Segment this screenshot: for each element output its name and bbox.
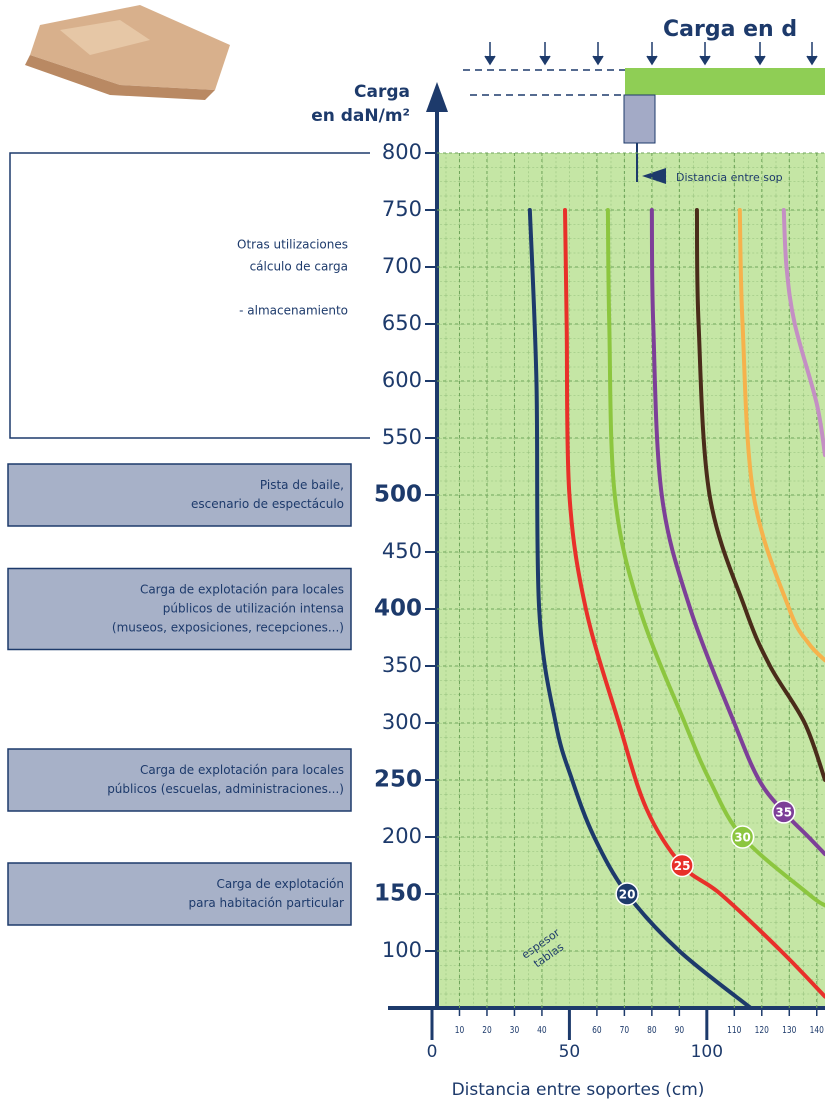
annotation-text: - almacenamiento bbox=[239, 304, 348, 318]
annotation-text: para habitación particular bbox=[188, 896, 344, 910]
annotation-box bbox=[7, 748, 352, 812]
y-tick-label: 150 bbox=[374, 881, 422, 907]
y-tick-label: 400 bbox=[374, 596, 422, 622]
y-tick-label: 700 bbox=[382, 254, 422, 278]
x-tick-label: 110 bbox=[727, 1025, 742, 1036]
chart-title: Carga en d bbox=[663, 17, 797, 42]
curve-labels: 20 25 30 35 bbox=[615, 800, 796, 906]
annotation: Pista de baile, escenario de espectáculo bbox=[7, 463, 352, 527]
y-tick-label: 500 bbox=[374, 482, 422, 508]
annotation-text: públicos (escuelas, administraciones...) bbox=[107, 782, 344, 796]
y-axis-arrow bbox=[426, 82, 448, 112]
annotation-frame bbox=[9, 152, 370, 439]
annotation-box bbox=[7, 567, 352, 651]
y-tick-label: 450 bbox=[382, 539, 422, 563]
y-tick-label: 300 bbox=[382, 710, 422, 734]
curve bbox=[527, 208, 753, 1008]
y-tick-label: 100 bbox=[382, 938, 422, 962]
annotation-text: (museos, exposiciones, recepciones...) bbox=[112, 621, 344, 635]
annotation-text: cálculo de carga bbox=[250, 260, 348, 274]
annotation-box bbox=[7, 463, 352, 527]
y-tick-label: 800 bbox=[382, 140, 422, 164]
x-tick-label: 140 bbox=[810, 1025, 825, 1036]
y-tick-label: 650 bbox=[382, 311, 422, 335]
x-tick-label: 30 bbox=[510, 1025, 520, 1036]
annotation: Carga de explotación para locales público… bbox=[7, 567, 352, 651]
x-tick-label: 90 bbox=[675, 1025, 685, 1036]
x-tick-label: 60 bbox=[592, 1025, 602, 1036]
curve-label: 25 bbox=[674, 859, 691, 873]
x-tick-label: 100 bbox=[691, 1042, 723, 1062]
curve-label-badge bbox=[772, 800, 796, 824]
y-axis-label: en daN/m² bbox=[311, 106, 410, 126]
curve bbox=[737, 208, 825, 663]
annotation: Otras utilizaciones cálculo de carga - alm… bbox=[9, 152, 370, 439]
curve bbox=[563, 208, 825, 999]
plot bbox=[527, 208, 825, 1008]
x-tick-label: 80 bbox=[647, 1025, 657, 1036]
curve bbox=[649, 208, 825, 857]
load-diagram: Carga en d Distancia entre sop bbox=[463, 17, 825, 184]
y-tick-label: 600 bbox=[382, 368, 422, 392]
curve bbox=[781, 208, 825, 458]
x-tick-label: 50 bbox=[559, 1042, 581, 1062]
x-tick-label: 20 bbox=[482, 1025, 492, 1036]
x-tick-label: 40 bbox=[537, 1025, 547, 1036]
curve bbox=[694, 208, 825, 782]
y-tick-label: 200 bbox=[382, 824, 422, 848]
x-tick-label: 10 bbox=[455, 1025, 465, 1036]
annotation-text: Carga de explotación bbox=[216, 877, 344, 891]
annotation-text: escenario de espectáculo bbox=[191, 497, 344, 511]
annotation-box bbox=[7, 862, 352, 926]
curve-label: 30 bbox=[734, 831, 751, 845]
curve-label-badge bbox=[730, 825, 755, 849]
curve-label-badge bbox=[670, 853, 694, 878]
annotation-text: Pista de baile, bbox=[260, 478, 344, 492]
annotation: Carga de explotación para locales público… bbox=[7, 748, 352, 812]
curve bbox=[605, 208, 825, 908]
x-tick-label: 130 bbox=[782, 1025, 797, 1036]
annotation-text: Otras utilizaciones bbox=[237, 238, 348, 252]
curve-label-badge bbox=[615, 882, 639, 906]
wood-photo bbox=[25, 5, 230, 100]
diagram-note: Distancia entre sop bbox=[676, 171, 783, 184]
x-tick-label: 0 bbox=[427, 1042, 438, 1062]
annotation-text: públicos de utilización intensa bbox=[163, 602, 344, 616]
annotation-text: Carga de explotación para locales bbox=[140, 763, 344, 777]
x-tick-label: 70 bbox=[620, 1025, 630, 1036]
y-axis-label: Carga bbox=[354, 82, 410, 102]
x-tick-label: 120 bbox=[755, 1025, 770, 1036]
curve-label: 20 bbox=[619, 888, 636, 902]
curve-label: 35 bbox=[775, 805, 792, 819]
y-tick-label: 550 bbox=[382, 425, 422, 449]
annotation: Carga de explotación para habitación part… bbox=[7, 862, 352, 926]
y-tick-label: 350 bbox=[382, 653, 422, 677]
y-tick-label: 250 bbox=[374, 767, 422, 793]
y-tick-label: 750 bbox=[382, 197, 422, 221]
annotation-text: Carga de explotación para locales bbox=[140, 583, 344, 597]
x-axis-label: Distancia entre soportes (cm) bbox=[452, 1080, 705, 1100]
